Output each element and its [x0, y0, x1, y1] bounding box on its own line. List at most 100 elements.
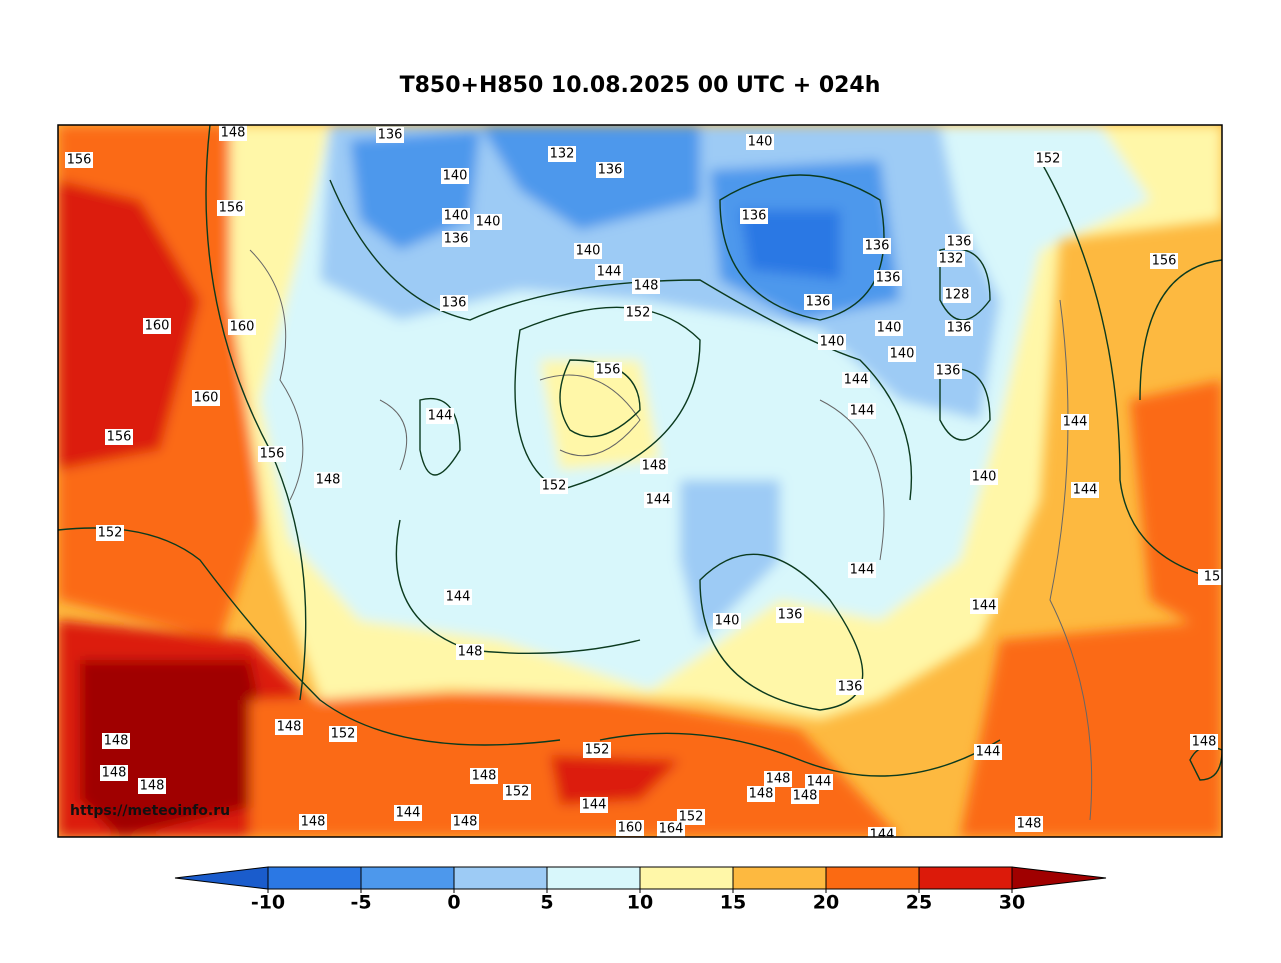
contour-label: 136 — [778, 608, 803, 623]
contour-label: 148 — [634, 279, 659, 294]
contour-label: 132 — [939, 252, 964, 267]
contour-label: 148 — [453, 815, 478, 830]
contour-label-bg — [1190, 734, 1218, 750]
colorbar-tick-label: -10 — [251, 892, 285, 914]
contour-label-bg — [868, 827, 896, 837]
contour-label: 144 — [1063, 415, 1088, 430]
contour-label: 148 — [277, 720, 302, 735]
contour-label: 148 — [766, 772, 791, 787]
contour-label: 148 — [1192, 735, 1217, 750]
contour-label-bg — [456, 644, 484, 660]
contour-label: 136 — [838, 680, 863, 695]
contour-label-bg — [616, 820, 644, 836]
map-area: 148 136 132 136 140 152 156 156 140 140 140 136 140 1… — [58, 125, 1222, 837]
contour-label-bg — [945, 234, 973, 250]
contour-label: 140 — [576, 244, 601, 259]
contour-label-bg — [836, 679, 864, 695]
colorbar-box — [732, 866, 827, 890]
contour-label-bg — [574, 243, 602, 259]
contour-label-bg — [937, 251, 965, 267]
contour-label-bg — [970, 469, 998, 485]
contour-label: 152 — [505, 785, 530, 800]
contour-label-bg — [275, 719, 303, 735]
contour-label: 136 — [947, 321, 972, 336]
contour-label: 140 — [890, 347, 915, 362]
contour-label-bg — [644, 492, 672, 508]
contour-label-bg — [1150, 253, 1178, 269]
contour-label: 144 — [597, 265, 622, 280]
contour-label-bg — [314, 472, 342, 488]
contour-label: 144 — [807, 775, 832, 790]
contour-label: 148 — [140, 779, 165, 794]
contour-label: 136 — [876, 271, 901, 286]
colorbar-tick-label: 30 — [999, 892, 1025, 914]
contour-label: 148 — [301, 815, 326, 830]
contour-label-bg — [848, 562, 876, 578]
colorbar-box — [639, 866, 734, 890]
contour-label: 136 — [598, 163, 623, 178]
contour-label: 148 — [749, 787, 774, 802]
contour-label: 144 — [972, 599, 997, 614]
contour-label-bg — [713, 613, 741, 629]
contour-label: 136 — [444, 232, 469, 247]
contour-label-bg — [503, 784, 531, 800]
coastline — [249, 249, 1093, 821]
contour-label: 156 — [1152, 254, 1177, 269]
contour-label-bg — [96, 525, 124, 541]
contour-label-bg — [540, 478, 568, 494]
contour-label: 144 — [976, 745, 1001, 760]
colorbar-box — [546, 866, 641, 890]
contour-label-bg — [595, 264, 623, 280]
contour-label: 140 — [748, 135, 773, 150]
contour-label: 148 — [642, 459, 667, 474]
contour-label: 140 — [877, 321, 902, 336]
colorbar-box — [360, 866, 455, 890]
contour-label-bg — [474, 214, 502, 230]
contour-label-bg — [1034, 151, 1062, 167]
contour-label-bg — [451, 814, 479, 830]
colorbar-tick-label: 5 — [540, 892, 553, 914]
colorbar-tick-label: 15 — [720, 892, 746, 914]
colorbar-box — [453, 866, 548, 890]
contour-label-bg — [105, 429, 133, 445]
contour-label-bg — [1015, 816, 1043, 832]
contour-label-bg — [776, 607, 804, 623]
contour-label: 156 — [67, 153, 92, 168]
contour-label: 136 — [442, 296, 467, 311]
contour-label: 148 — [472, 769, 497, 784]
contour-label: 136 — [936, 364, 961, 379]
contour-label: 156 — [260, 447, 285, 462]
contour-label-bg — [934, 363, 962, 379]
contour-label-bg — [974, 744, 1002, 760]
contour-label: 144 — [850, 404, 875, 419]
contour-label-bg — [888, 346, 916, 362]
contour-label-bg — [791, 788, 819, 804]
contour-label-bg — [596, 162, 624, 178]
contour-label-bg — [217, 200, 245, 216]
contour-label: 148 — [1017, 817, 1042, 832]
contour-label-bg — [583, 742, 611, 758]
contour-label: 140 — [820, 335, 845, 350]
contour-label-bg — [470, 768, 498, 784]
contour-label-bg — [219, 125, 247, 141]
contour-label: 136 — [947, 235, 972, 250]
contour-label: 148 — [221, 126, 246, 141]
contour-label-bg — [842, 372, 870, 388]
contour-label: 156 — [107, 430, 132, 445]
colorbar-tick-label: 20 — [813, 892, 839, 914]
contour-label-bg — [1061, 414, 1089, 430]
contour-label-bg — [875, 320, 903, 336]
contour-label-bg — [1198, 569, 1222, 585]
contour-label-bg — [640, 458, 668, 474]
contour-label: 144 — [582, 798, 607, 813]
contour-label: 148 — [316, 473, 341, 488]
contour-label: 148 — [104, 734, 129, 749]
contour-label-bg — [818, 334, 846, 350]
contour-label: 160 — [194, 391, 219, 406]
contour-label-bg — [848, 403, 876, 419]
contour-label-bg — [804, 294, 832, 310]
contour-label-bg — [746, 134, 774, 150]
contour-label: 152 — [679, 810, 704, 825]
contour-label: 140 — [444, 209, 469, 224]
